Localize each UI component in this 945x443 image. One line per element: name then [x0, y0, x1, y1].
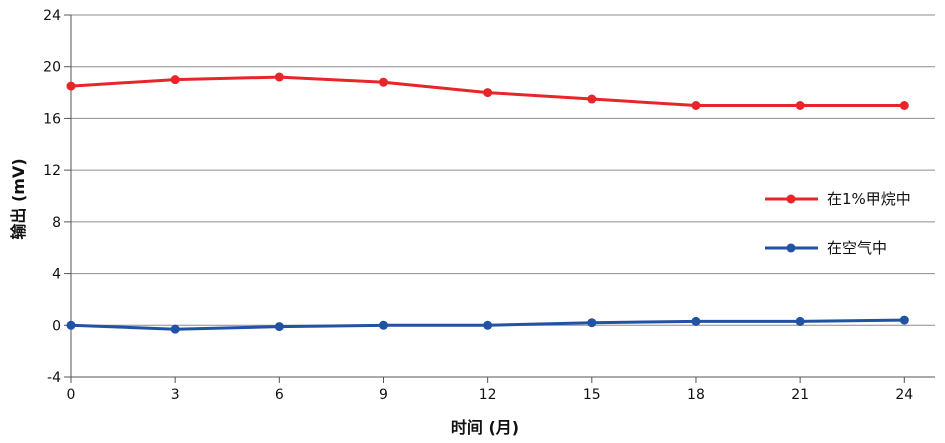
x-tick-label: 9: [379, 387, 388, 403]
data-point: [483, 320, 493, 330]
y-tick-label: 4: [52, 267, 61, 283]
data-point: [66, 320, 76, 330]
x-axis-title: 时间 (月): [451, 418, 519, 437]
data-point: [170, 75, 180, 85]
x-tick-label: 6: [275, 387, 284, 403]
data-point: [378, 77, 388, 87]
data-point: [587, 318, 597, 328]
data-point: [691, 101, 701, 110]
x-tick-labels: 0 3 6 9 12 15 18 21 24: [67, 387, 914, 403]
y-tick-labels: -4 0 4 8 12 16 20 24: [43, 8, 61, 386]
data-point: [274, 72, 284, 82]
data-point: [795, 101, 805, 110]
x-tick-label: 18: [687, 387, 705, 403]
y-tick-label: 0: [52, 318, 61, 334]
legend-swatch-marker: [786, 243, 796, 253]
axes: [64, 14, 935, 383]
x-tick-label: 24: [895, 387, 913, 403]
series-0: [66, 72, 909, 110]
y-tick-label: 12: [43, 163, 61, 179]
data-point: [899, 101, 909, 110]
data-point: [691, 316, 701, 326]
data-point: [587, 94, 597, 104]
x-tick-label: 15: [583, 387, 601, 403]
data-point: [795, 316, 805, 326]
grid-lines: [71, 14, 935, 378]
y-tick-label: 24: [43, 8, 61, 24]
legend-swatch-marker: [786, 194, 796, 204]
x-tick-label: 12: [479, 387, 497, 403]
y-tick-label: 20: [43, 60, 61, 76]
data-point: [483, 88, 493, 98]
x-tick-label: 3: [171, 387, 180, 403]
legend-item: 在空气中: [765, 239, 887, 257]
data-point: [66, 81, 76, 91]
x-tick-label: 0: [67, 387, 76, 403]
series-lines: [66, 72, 909, 334]
legend-item: 在1%甲烷中: [765, 190, 911, 208]
legend-label: 在空气中: [827, 239, 887, 257]
y-axis-title: 输出 (mV): [9, 158, 28, 239]
y-tick-label: 16: [43, 111, 61, 127]
data-point: [899, 315, 909, 325]
legend-label: 在1%甲烷中: [827, 190, 911, 208]
y-tick-label: 8: [52, 215, 61, 231]
y-tick-label: -4: [47, 370, 61, 386]
data-point: [274, 322, 284, 332]
data-point: [378, 320, 388, 330]
x-tick-label: 21: [791, 387, 809, 403]
data-point: [170, 324, 180, 334]
series-1: [66, 315, 909, 334]
